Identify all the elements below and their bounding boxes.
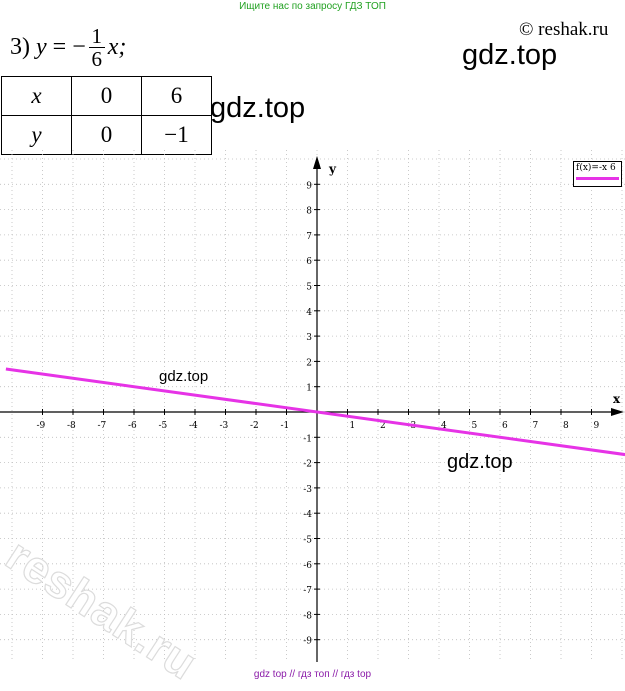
fraction-bar xyxy=(88,46,105,48)
y-tick-label: -7 xyxy=(303,586,312,596)
table-row-x: x 0 6 xyxy=(1,76,212,116)
series-line xyxy=(5,367,625,457)
x-tick-label: 8 xyxy=(563,421,569,431)
y-tick-label: -3 xyxy=(303,485,312,495)
chart-legend: f(x)=-x 6 xyxy=(573,161,622,187)
table-cell-x-label: x xyxy=(1,76,72,116)
x-tick-label: -5 xyxy=(159,421,168,431)
table-cell: −1 xyxy=(141,115,212,155)
y-axis-label: y xyxy=(328,162,337,176)
y-tick-label: 8 xyxy=(306,207,312,217)
y-tick-label: 3 xyxy=(306,333,312,343)
y-tick-label: -8 xyxy=(303,611,312,621)
equation-variable: x; xyxy=(107,33,127,60)
equation-fraction: 1 6 xyxy=(88,23,105,71)
equation-lhs: y xyxy=(36,33,47,60)
y-tick-label: 2 xyxy=(306,358,312,368)
values-table: x 0 6 y 0 −1 xyxy=(1,76,212,155)
x-axis-label: x xyxy=(613,392,621,406)
y-tick-label: -1 xyxy=(303,434,312,444)
y-tick-label: 1 xyxy=(306,384,312,394)
watermark-gdz-graph-medium: gdz.top xyxy=(447,451,513,473)
x-tick-label: -6 xyxy=(128,421,137,431)
y-tick-label: 5 xyxy=(306,283,312,293)
y-tick-label: -9 xyxy=(303,637,312,647)
x-tick-label: 5 xyxy=(472,421,478,431)
x-tick-label: -2 xyxy=(250,421,259,431)
table-cell: 0 xyxy=(71,76,142,116)
y-tick-label: 6 xyxy=(306,257,312,267)
x-tick-label: -4 xyxy=(189,421,198,431)
x-tick-label: -7 xyxy=(98,421,107,431)
x-tick-label: -9 xyxy=(37,421,46,431)
watermark-gdz-graph-small: gdz.top xyxy=(159,368,209,385)
top-search-banner: Ищите нас по запросу ГДЗ ТОП xyxy=(239,1,386,12)
y-axis-arrow xyxy=(313,156,321,169)
x-tick-label: 9 xyxy=(594,421,600,431)
y-tick-label: 9 xyxy=(306,181,312,191)
x-tick-label: 2 xyxy=(380,421,386,431)
x-tick-label: 4 xyxy=(441,421,447,431)
grid-lines xyxy=(0,150,625,662)
function-graph: x y -9 -8 -7 -6 -5 -4 -3 -2 -1 1 2 3 4 5 6 7 8 9 -9 -8 -7 -6 -5 -… xyxy=(0,150,625,662)
table-cell: 6 xyxy=(141,76,212,116)
x-axis-arrow xyxy=(611,408,624,416)
y-tick-label: 7 xyxy=(306,232,312,242)
x-tick-label: -3 xyxy=(220,421,229,431)
y-tick-label: -5 xyxy=(303,536,312,546)
x-tick-label: 6 xyxy=(502,421,508,431)
y-tick-label: -6 xyxy=(303,561,312,571)
footer-links: gdz top // гдз топ // гдз top xyxy=(253,669,372,680)
x-tick-label: -1 xyxy=(281,421,290,431)
watermark-gdz-large-2: gdz.top xyxy=(210,92,306,124)
x-tick-label: 1 xyxy=(350,421,356,431)
table-cell-y-label: y xyxy=(1,115,72,155)
y-tick-label: 4 xyxy=(306,308,312,318)
y-tick-label: -2 xyxy=(303,460,312,470)
table-row-y: y 0 −1 xyxy=(1,115,212,155)
fraction-denominator: 6 xyxy=(91,46,102,71)
equation: 3) y = − 1 6 x; xyxy=(10,22,126,72)
problem-number: 3) xyxy=(10,33,30,60)
x-tick-label: 7 xyxy=(533,421,539,431)
watermark-gdz-large-1: gdz.top xyxy=(462,39,558,71)
legend-label: f(x)=-x 6 xyxy=(576,163,616,173)
y-tick-label: -4 xyxy=(303,510,312,520)
legend-line-swatch xyxy=(576,177,619,180)
equation-equals: = − xyxy=(52,33,86,60)
fraction-numerator: 1 xyxy=(91,23,102,48)
table-cell: 0 xyxy=(71,115,142,155)
copyright-notice: © reshak.ru xyxy=(519,19,609,40)
x-tick-label: -8 xyxy=(67,421,76,431)
